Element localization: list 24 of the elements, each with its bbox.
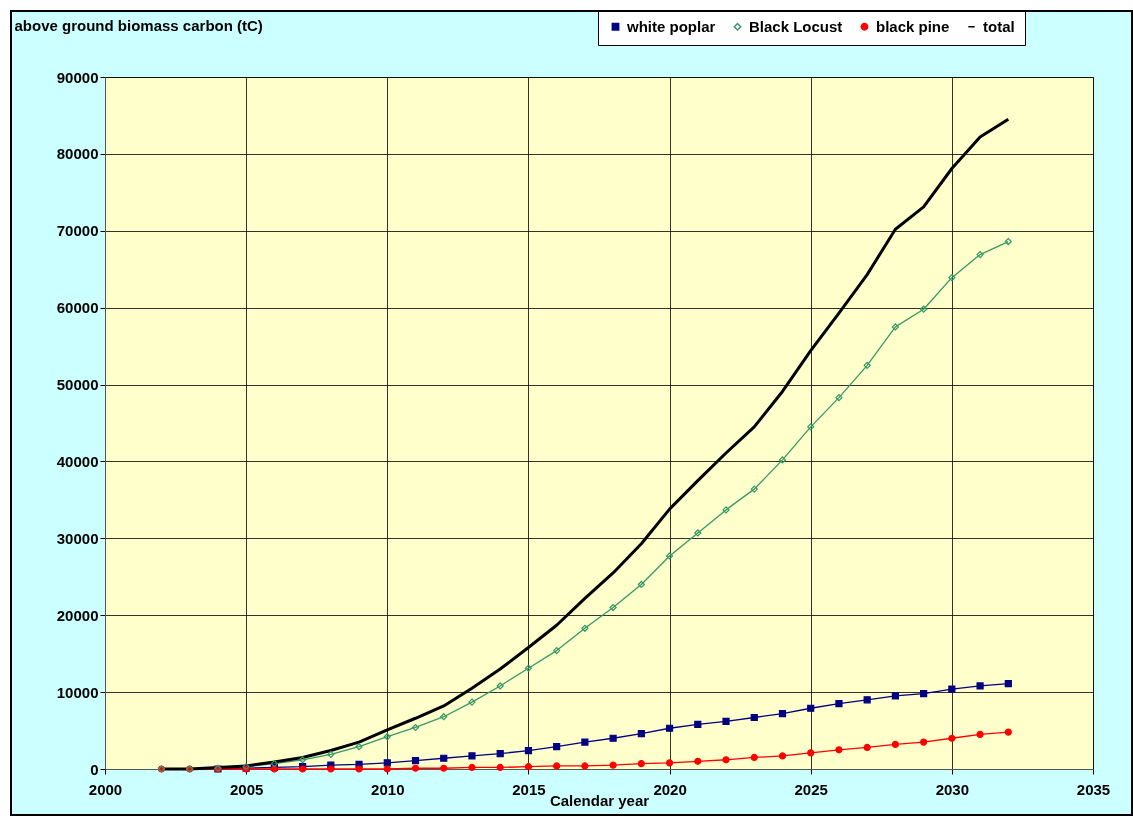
y-tick-label: 40000 [56,452,99,470]
legend-label: Black Locust [749,17,843,35]
y-tick-label: 70000 [56,222,99,240]
x-tick-label: 2030 [935,780,970,798]
x-tick-label: 2035 [1076,780,1111,798]
y-tick-label: 50000 [56,376,99,394]
x-tick-label: 2020 [653,780,687,798]
x-axis-title: Calendar year [549,791,650,809]
legend-label: black pine [876,17,950,35]
y-tick-label: 90000 [56,68,99,86]
x-tick-label: 2010 [371,780,405,798]
y-tick-label: 0 [90,760,99,778]
legend-label: total [983,17,1015,35]
y-tick-label: 30000 [56,529,99,547]
x-tick-label: 2025 [794,780,828,798]
y-tick-label: 60000 [56,299,99,317]
x-tick-label: 2015 [512,780,546,798]
y-tick-label: 20000 [56,606,99,624]
y-axis-title: above ground biomass carbon (tC) [14,16,263,34]
x-tick-label: 2005 [229,780,264,798]
x-tick-label: 2000 [88,780,123,798]
legend-label: white poplar [626,17,716,35]
y-tick-label: 10000 [56,683,99,701]
y-tick-label: 80000 [56,145,99,163]
